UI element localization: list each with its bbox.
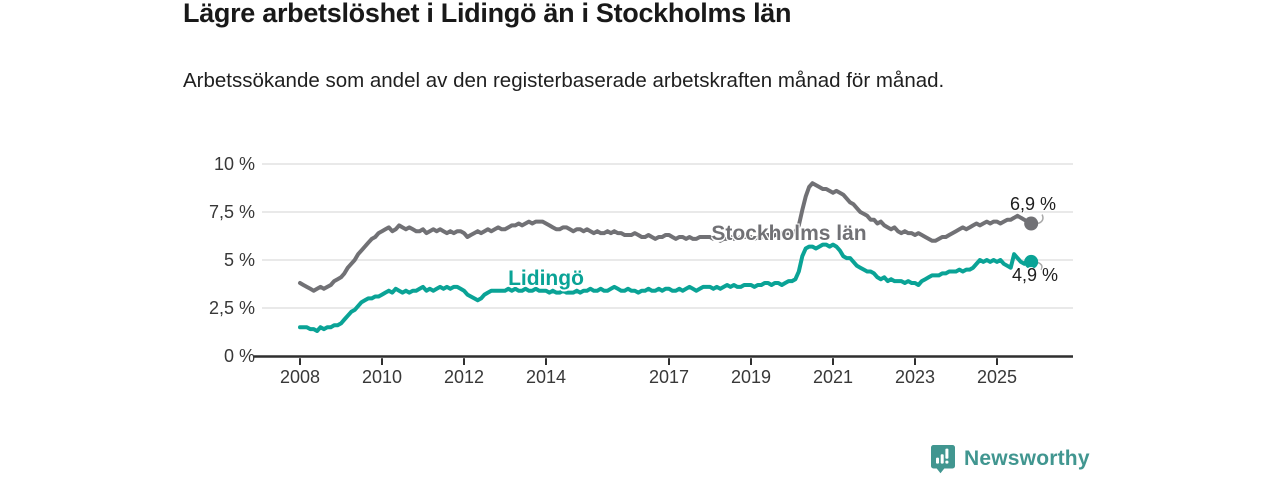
series-label-stockholms-l-n: Stockholms län xyxy=(711,222,867,245)
y-axis-label: 0 % xyxy=(223,346,255,366)
x-axis-label: 2010 xyxy=(361,367,403,387)
x-axis-label: 2023 xyxy=(894,367,936,387)
end-value-label-stockholms-l-n: 6,9 % xyxy=(1010,194,1057,214)
x-axis-label: 2017 xyxy=(648,367,690,387)
newsworthy-logo-icon xyxy=(931,445,955,474)
series-end-dot-stockholms-l-n xyxy=(1024,216,1039,231)
x-axis-label: 2014 xyxy=(525,367,567,387)
x-axis-label: 2021 xyxy=(812,367,854,387)
end-label-leader xyxy=(1032,214,1044,225)
end-value-label-liding-: 4,9 % xyxy=(1012,265,1059,285)
x-axis-label: 2019 xyxy=(730,367,772,387)
series-line-liding- xyxy=(298,242,1034,333)
y-axis-label: 7,5 % xyxy=(208,202,255,222)
series-line-stockholms-l-n xyxy=(298,181,1034,293)
chart-title: Lägre arbetslöshet i Lidingö än i Stockh… xyxy=(183,0,792,28)
chart-subtitle: Arbetssökande som andel av den registerb… xyxy=(183,69,945,92)
y-axis-label: 5 % xyxy=(223,250,255,270)
series-label-liding-: Lidingö xyxy=(508,267,584,290)
x-axis-label: 2025 xyxy=(976,367,1018,387)
x-axis-label: 2012 xyxy=(443,367,485,387)
y-axis-label: 2,5 % xyxy=(208,298,255,318)
x-axis-label: 2008 xyxy=(279,367,321,387)
brand-footer: Newsworthy xyxy=(930,444,1090,474)
brand-name: Newsworthy xyxy=(964,447,1090,470)
y-axis-label: 10 % xyxy=(213,154,255,174)
